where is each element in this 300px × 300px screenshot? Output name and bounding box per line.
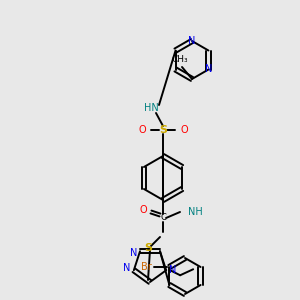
Text: N: N bbox=[205, 64, 212, 74]
Text: C: C bbox=[160, 214, 166, 223]
Text: HN: HN bbox=[144, 103, 158, 113]
Text: O: O bbox=[138, 125, 146, 135]
Text: NH: NH bbox=[188, 207, 203, 217]
Text: N: N bbox=[169, 265, 176, 275]
Text: S: S bbox=[159, 125, 167, 135]
Text: N: N bbox=[188, 36, 196, 46]
Text: O: O bbox=[139, 205, 147, 215]
Text: O: O bbox=[180, 125, 188, 135]
Text: Br: Br bbox=[141, 262, 152, 272]
Text: N: N bbox=[130, 248, 137, 258]
Text: S: S bbox=[144, 243, 152, 253]
Text: CH₃: CH₃ bbox=[172, 56, 188, 64]
Text: N: N bbox=[124, 263, 131, 273]
